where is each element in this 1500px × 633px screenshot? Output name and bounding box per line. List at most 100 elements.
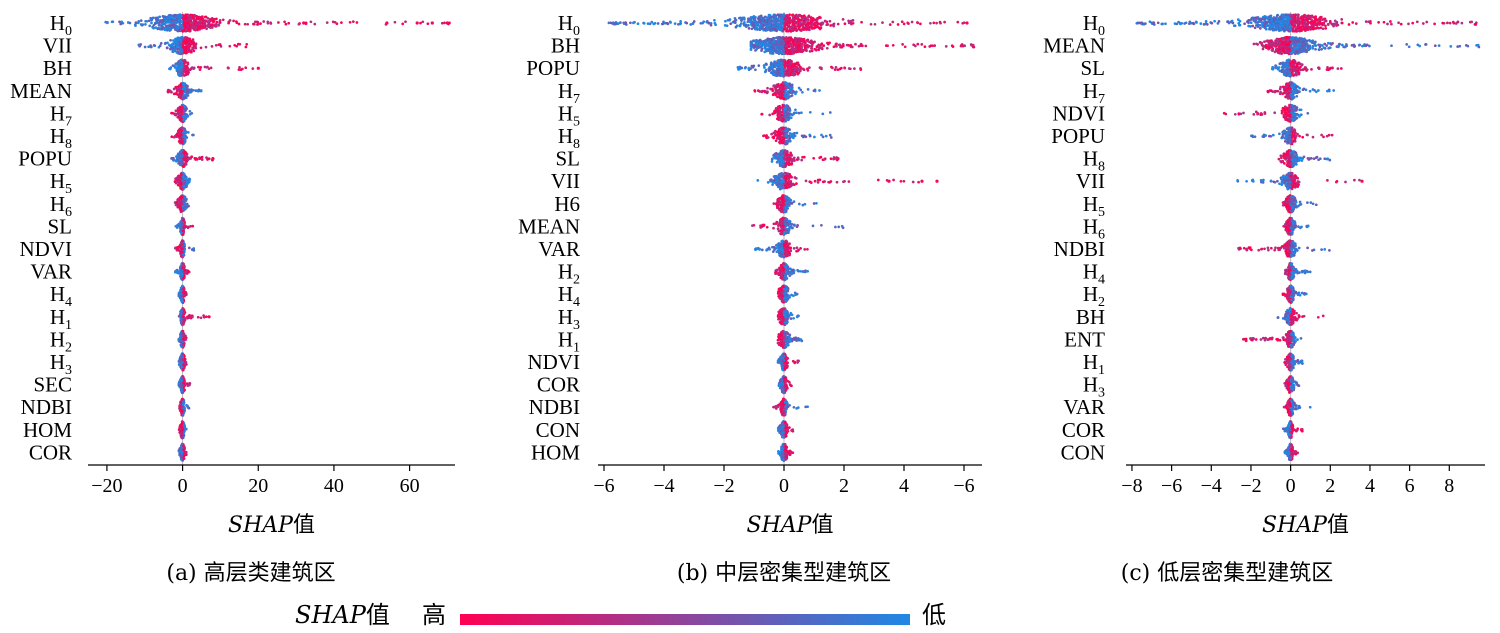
shap-point: [920, 43, 924, 46]
shap-point: [186, 91, 190, 95]
feature-label: COR: [29, 440, 72, 464]
shap-outlier-point: [207, 315, 211, 319]
shap-point: [182, 333, 185, 337]
feature-label: VII: [43, 34, 72, 58]
shap-point: [837, 43, 841, 47]
shap-point: [900, 20, 904, 24]
shap-point: [803, 42, 806, 46]
shap-point: [440, 21, 444, 25]
shap-point: [813, 26, 817, 30]
shap-point: [807, 18, 810, 22]
shap-point: [800, 29, 803, 32]
shap-point: [170, 135, 174, 139]
shap-point: [767, 26, 771, 30]
shap-point: [148, 24, 152, 28]
feature-label: SL: [47, 214, 72, 238]
shap-point: [168, 24, 172, 27]
shap-point: [789, 29, 792, 33]
shap-point: [210, 26, 214, 29]
shap-point: [297, 22, 301, 26]
shap-point: [816, 16, 820, 20]
shap-point: [227, 66, 230, 70]
shap-point: [243, 22, 247, 26]
shap-point: [836, 22, 840, 26]
shap-point: [176, 129, 180, 133]
shap-point: [823, 19, 827, 23]
shap-point: [185, 160, 188, 163]
shap-point: [178, 336, 182, 340]
shap-point: [179, 297, 183, 301]
shap-point: [916, 21, 920, 25]
shap-point: [178, 13, 182, 16]
shap-point: [196, 22, 199, 26]
shap-point: [175, 201, 179, 204]
shap-point: [787, 20, 790, 23]
shap-point: [799, 37, 803, 41]
shap-point: [182, 444, 185, 448]
shap-point: [788, 13, 791, 17]
shap-point: [944, 45, 948, 48]
shap-point: [181, 42, 185, 46]
shap-point: [180, 221, 184, 224]
shap-point: [178, 94, 182, 98]
feature-dots: [104, 13, 451, 33]
feature-label: NDVI: [20, 237, 73, 261]
shap-point: [787, 24, 791, 28]
shap-point: [179, 133, 183, 137]
shap-point: [209, 66, 213, 70]
shap-point: [181, 343, 185, 347]
feature-label: BH: [551, 34, 580, 58]
shap-point: [923, 45, 927, 49]
shap-point: [165, 46, 169, 50]
shap-point: [181, 247, 184, 250]
shap-point: [178, 177, 182, 181]
shap-point: [749, 47, 753, 51]
shap-point: [777, 14, 781, 18]
shap-point: [185, 225, 188, 228]
shap-point: [187, 246, 191, 250]
shap-point: [191, 224, 195, 228]
shap-point: [181, 265, 185, 269]
shap-point: [134, 21, 138, 25]
shap-point: [181, 307, 184, 310]
shap-point: [786, 16, 790, 20]
shap-point: [176, 224, 180, 228]
shap-point: [179, 27, 183, 30]
shap-point: [186, 22, 190, 25]
shap-point: [179, 356, 183, 360]
shap-point: [143, 45, 147, 49]
shap-outlier-point: [430, 21, 434, 25]
shap-point: [215, 20, 219, 24]
shap-point: [629, 21, 632, 25]
shap-point: [185, 130, 188, 134]
shap-point: [185, 64, 188, 68]
shap-point: [241, 67, 244, 71]
shap-point: [181, 205, 185, 208]
shap-point: [181, 414, 185, 417]
shap-point: [800, 14, 803, 18]
shap-point: [776, 22, 779, 26]
shap-point: [190, 66, 194, 69]
shap-point: [184, 84, 188, 87]
shap-point: [646, 22, 650, 25]
shap-point: [789, 27, 792, 30]
feature-label: NDBI: [21, 395, 72, 419]
shap-point: [199, 24, 203, 28]
shap-point: [707, 21, 711, 25]
shap-point: [214, 43, 218, 47]
shap-point: [313, 22, 317, 26]
shap-point: [176, 66, 180, 69]
shap-point: [177, 110, 181, 114]
shap-point: [184, 163, 188, 166]
shap-point: [184, 15, 188, 18]
shap-point: [180, 458, 183, 461]
shap-point: [916, 42, 920, 46]
shap-point: [186, 72, 190, 76]
feature-dots: [177, 352, 188, 372]
shap-point: [182, 151, 186, 155]
shap-point: [181, 17, 185, 20]
shap-point: [191, 24, 195, 27]
shap-point: [404, 20, 407, 24]
shap-point: [839, 45, 842, 49]
shap-point: [147, 45, 150, 49]
